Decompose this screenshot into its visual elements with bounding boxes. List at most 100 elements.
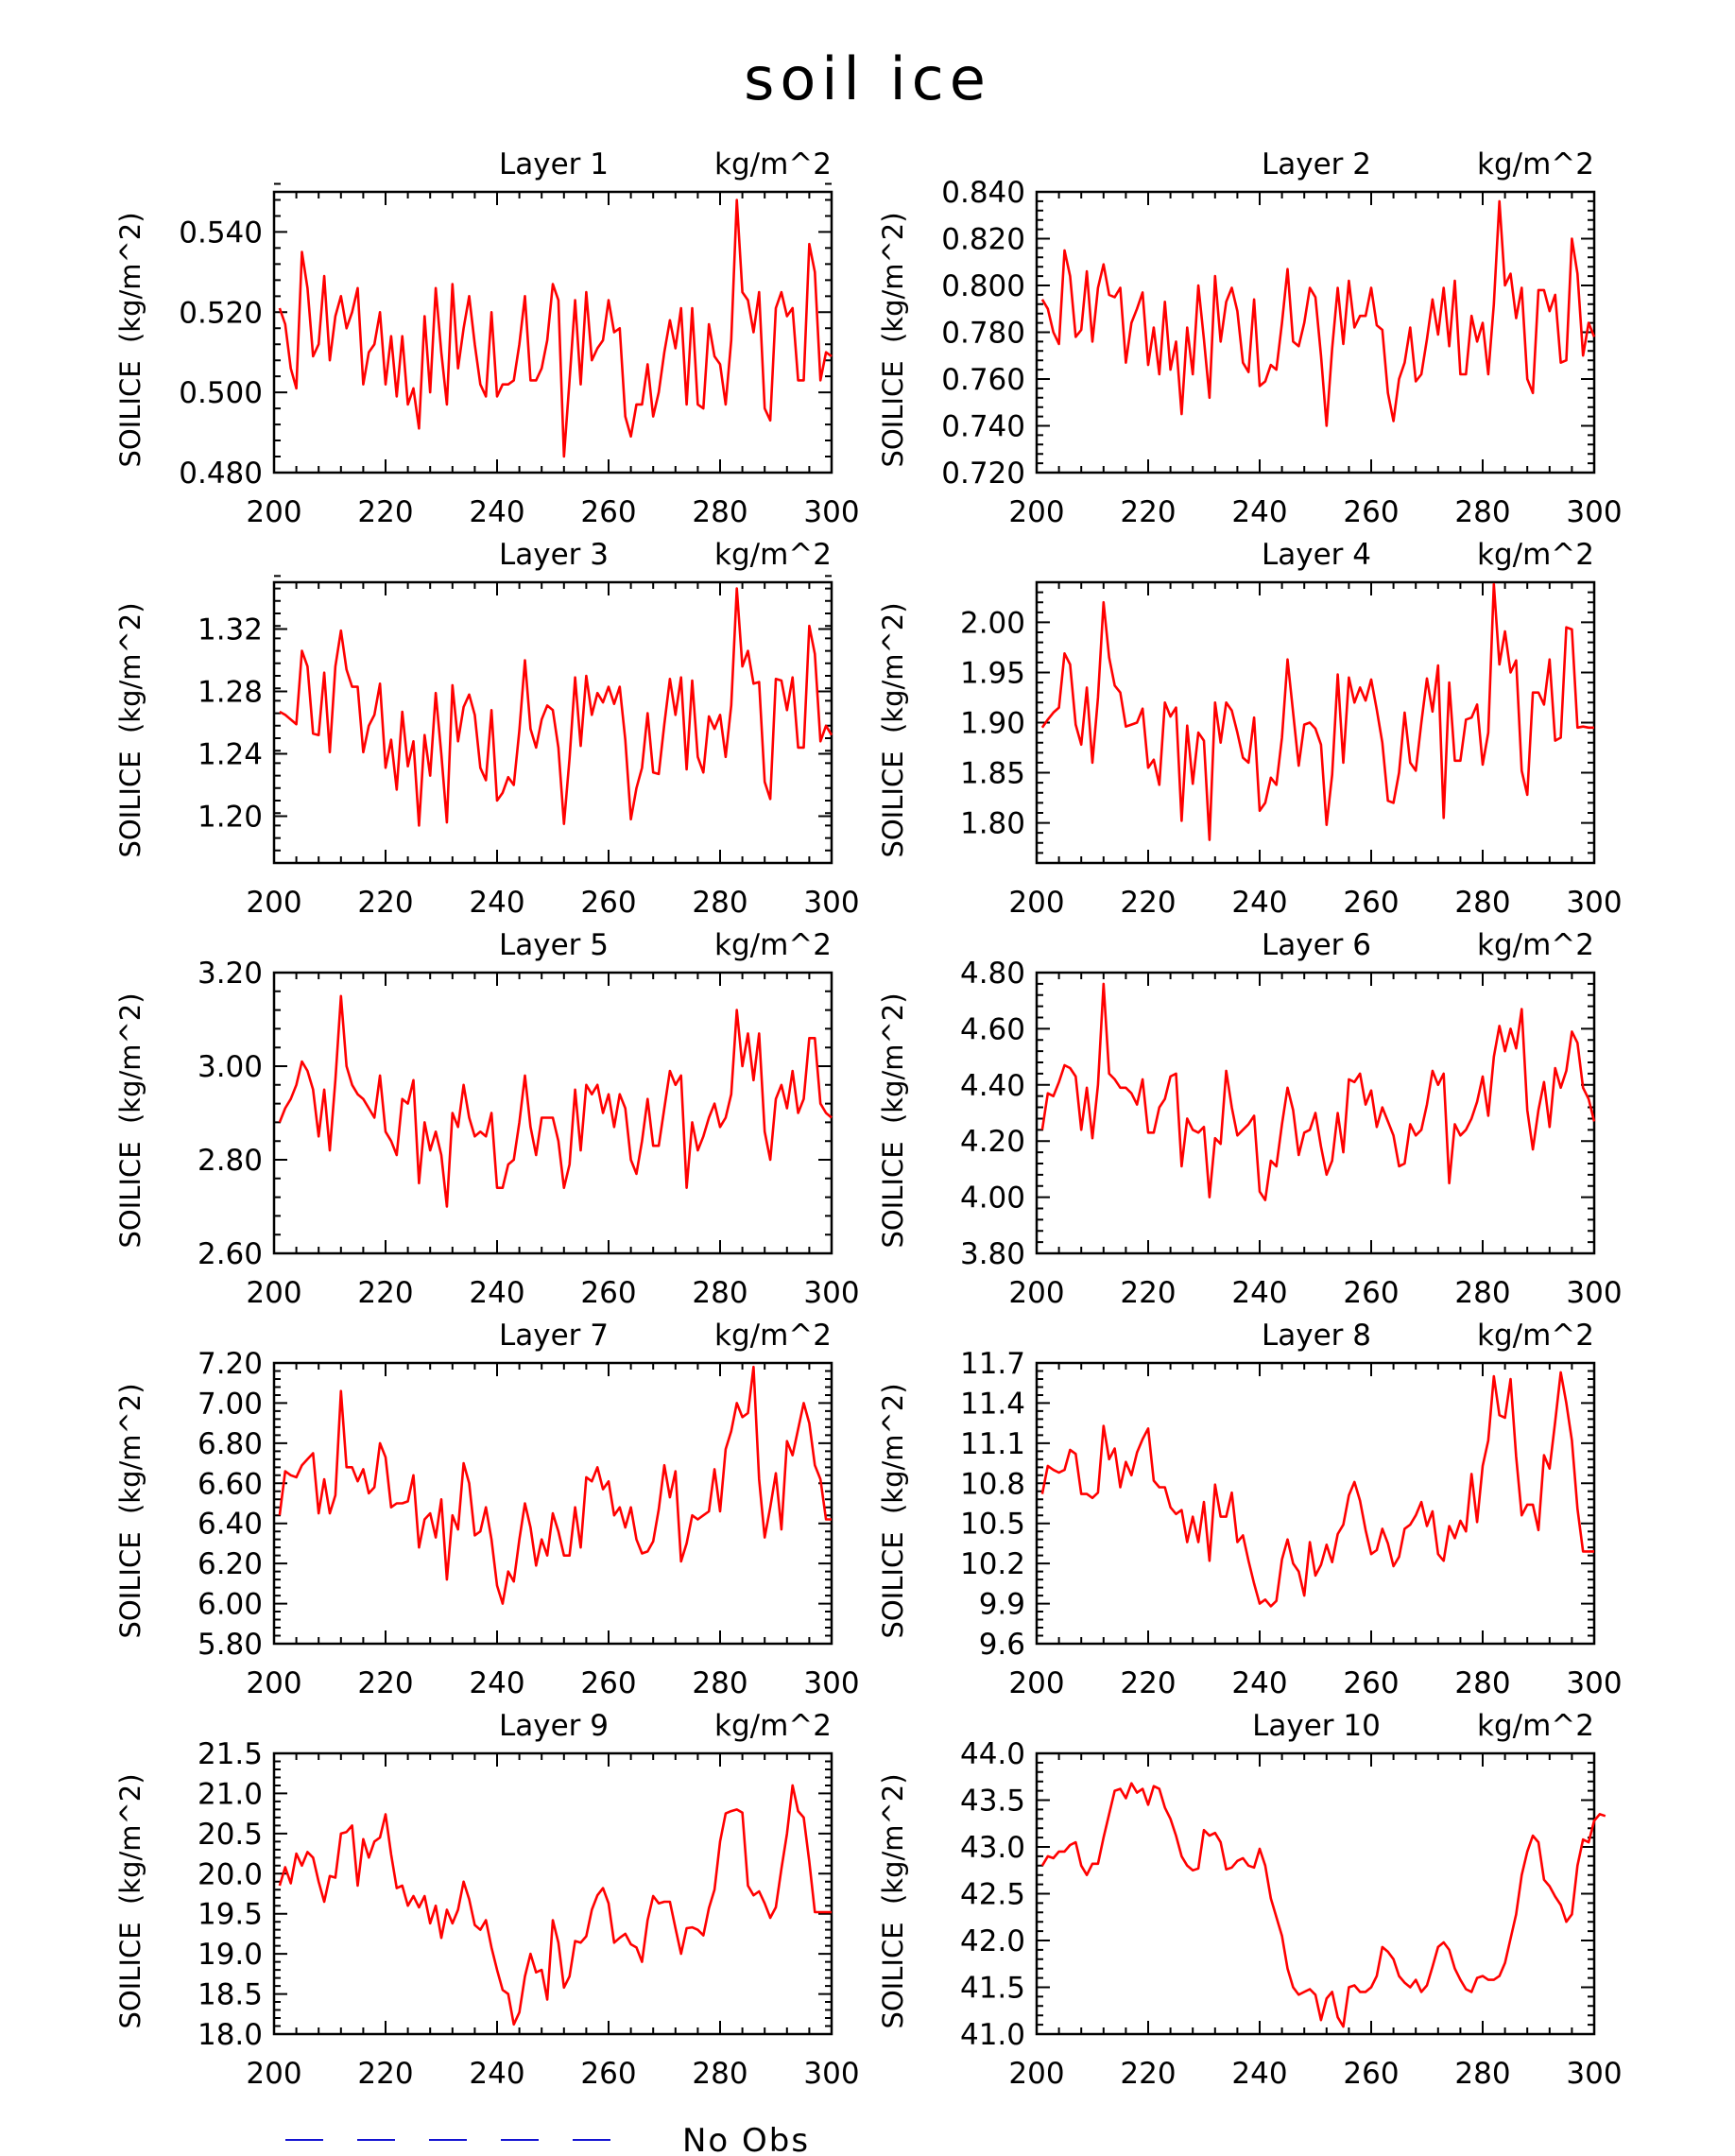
plot-frame: [1035, 971, 1596, 1255]
y-tick-label: 21.0: [198, 1777, 263, 1811]
y-tick-label: 44.0: [960, 1737, 1025, 1771]
x-tick-label: 200: [1008, 886, 1064, 920]
series-line-layer-8: [1040, 1371, 1594, 1608]
axis-ticks: [1036, 191, 1595, 474]
y-tick-label: 4.60: [960, 1012, 1025, 1046]
x-tick-label: 260: [1343, 1276, 1399, 1310]
y-tick-label: 10.2: [960, 1547, 1025, 1581]
x-tick-label: 300: [1566, 1276, 1622, 1310]
y-tick-label: 18.5: [198, 1978, 263, 2012]
panel-units: kg/m^2: [714, 538, 832, 572]
x-tick-label: 240: [469, 495, 524, 529]
y-tick-label: 7.20: [198, 1347, 263, 1381]
x-tick-label: 280: [692, 1666, 747, 1700]
x-tick-label: 260: [1343, 495, 1399, 529]
x-tick-label: 260: [580, 1666, 636, 1700]
panel-title: Layer 5: [499, 928, 609, 962]
y-axis-label: SOILICE (kg/m^2): [877, 1773, 909, 2028]
y-tick-label: 10.8: [960, 1467, 1025, 1501]
y-tick-label: 42.5: [960, 1878, 1025, 1912]
panel-units: kg/m^2: [714, 147, 832, 181]
y-tick-label: 41.0: [960, 2018, 1025, 2052]
panel-layer-3: 1.20 1.24 1.28 1.32 200 220 240 260 280 300 Layer …: [114, 538, 860, 920]
y-tick-label: 0.760: [941, 363, 1025, 397]
series-line-layer-9: [278, 1784, 832, 2027]
y-tick-label: 4.40: [960, 1069, 1025, 1103]
x-tick-label: 240: [469, 1666, 524, 1700]
panel-title: Layer 1: [499, 147, 609, 181]
x-tick-label: 300: [803, 495, 859, 529]
x-tick-label: 200: [246, 886, 301, 920]
y-axis-label: SOILICE (kg/m^2): [114, 992, 146, 1248]
axis-ticks: [1036, 1362, 1595, 1645]
y-tick-label: 1.85: [960, 757, 1025, 791]
panel-units: kg/m^2: [714, 1709, 832, 1743]
y-tick-label: 18.0: [198, 2018, 263, 2052]
panel-title: Layer 2: [1262, 147, 1371, 181]
panel-title: Layer 9: [499, 1709, 609, 1743]
x-tick-label: 260: [1343, 886, 1399, 920]
y-tick-label: 6.60: [198, 1467, 263, 1501]
axis-ticks: [273, 972, 833, 1254]
panel-layer-1: 0.480 0.500 0.520 0.540 200 220 240 260 280 300 La…: [114, 147, 860, 529]
panel-units: kg/m^2: [714, 1319, 832, 1353]
x-tick-label: 200: [246, 495, 301, 529]
x-tick-label: 280: [1454, 1666, 1510, 1700]
y-tick-label: 0.780: [941, 317, 1025, 351]
panel-units: kg/m^2: [1477, 147, 1594, 181]
x-tick-label: 220: [1120, 2057, 1176, 2091]
axis-ticks: [1036, 581, 1595, 864]
y-axis-label: SOILICE (kg/m^2): [877, 992, 909, 1248]
y-tick-label: 2.60: [198, 1237, 263, 1271]
legend-label-no-obs: No Obs: [682, 2122, 810, 2156]
x-tick-label: 260: [580, 886, 636, 920]
axis-ticks: [273, 1752, 833, 2035]
y-tick-label: 7.00: [198, 1387, 263, 1421]
x-tick-label: 300: [803, 2057, 859, 2091]
y-axis-label: SOILICE (kg/m^2): [114, 212, 146, 467]
x-tick-label: 300: [1566, 886, 1622, 920]
panel-units: kg/m^2: [1477, 928, 1594, 962]
series-line-layer-6: [1040, 982, 1596, 1201]
y-tick-label: 0.540: [179, 216, 263, 250]
y-tick-label: 42.0: [960, 1924, 1025, 1958]
x-tick-label: 280: [1454, 886, 1510, 920]
panel-layer-2: 0.720 0.740 0.760 0.780 0.800 0.820 0.840 200 22…: [877, 147, 1623, 529]
x-tick-label: 220: [1120, 1666, 1176, 1700]
series-line-layer-3: [279, 587, 833, 827]
series-line-layer-7: [278, 1365, 832, 1605]
y-tick-label: 4.00: [960, 1181, 1025, 1216]
y-tick-label: 3.80: [960, 1237, 1025, 1271]
y-tick-label: 6.00: [198, 1588, 263, 1622]
y-tick-label: 43.0: [960, 1831, 1025, 1865]
y-tick-label: 0.800: [941, 269, 1025, 303]
x-tick-label: 200: [246, 1276, 301, 1310]
x-tick-label: 240: [469, 886, 524, 920]
y-tick-label: 6.20: [198, 1547, 263, 1581]
x-tick-label: 220: [357, 2057, 413, 2091]
y-tick-label: 20.0: [198, 1857, 263, 1891]
series-line-layer-5: [278, 994, 833, 1208]
y-tick-label: 43.5: [960, 1785, 1025, 1819]
x-tick-label: 220: [357, 886, 413, 920]
y-tick-label: 11.7: [960, 1347, 1025, 1381]
plot-frame: [272, 971, 833, 1255]
series-line-layer-2: [1040, 199, 1596, 427]
panel-layer-9: 18.0 18.5 19.0 19.5 20.0 20.5 21.0 21.5 200 220 24…: [114, 1709, 860, 2091]
y-tick-label: 21.5: [198, 1737, 263, 1771]
x-tick-label: 220: [357, 1276, 413, 1310]
y-tick-label: 6.40: [198, 1508, 263, 1542]
x-tick-label: 200: [1008, 1276, 1064, 1310]
y-tick-label: 1.90: [960, 707, 1025, 741]
panel-layer-10: 41.0 41.5 42.0 42.5 43.0 43.5 44.0 200 220 240 260…: [877, 1709, 1623, 2091]
y-tick-label: 10.5: [960, 1508, 1025, 1542]
plot-frame: [272, 1751, 833, 2036]
y-tick-label: 1.95: [960, 656, 1025, 690]
y-axis-label: SOILICE (kg/m^2): [114, 602, 146, 857]
y-tick-label: 0.720: [941, 457, 1025, 491]
x-tick-label: 280: [1454, 2057, 1510, 2091]
y-tick-label: 4.20: [960, 1125, 1025, 1159]
panel-layer-4: 1.80 1.85 1.90 1.95 2.00 200 220 240 260 280 300 La…: [877, 538, 1623, 920]
y-tick-label: 1.24: [198, 738, 263, 772]
panel-units: kg/m^2: [1477, 538, 1594, 572]
